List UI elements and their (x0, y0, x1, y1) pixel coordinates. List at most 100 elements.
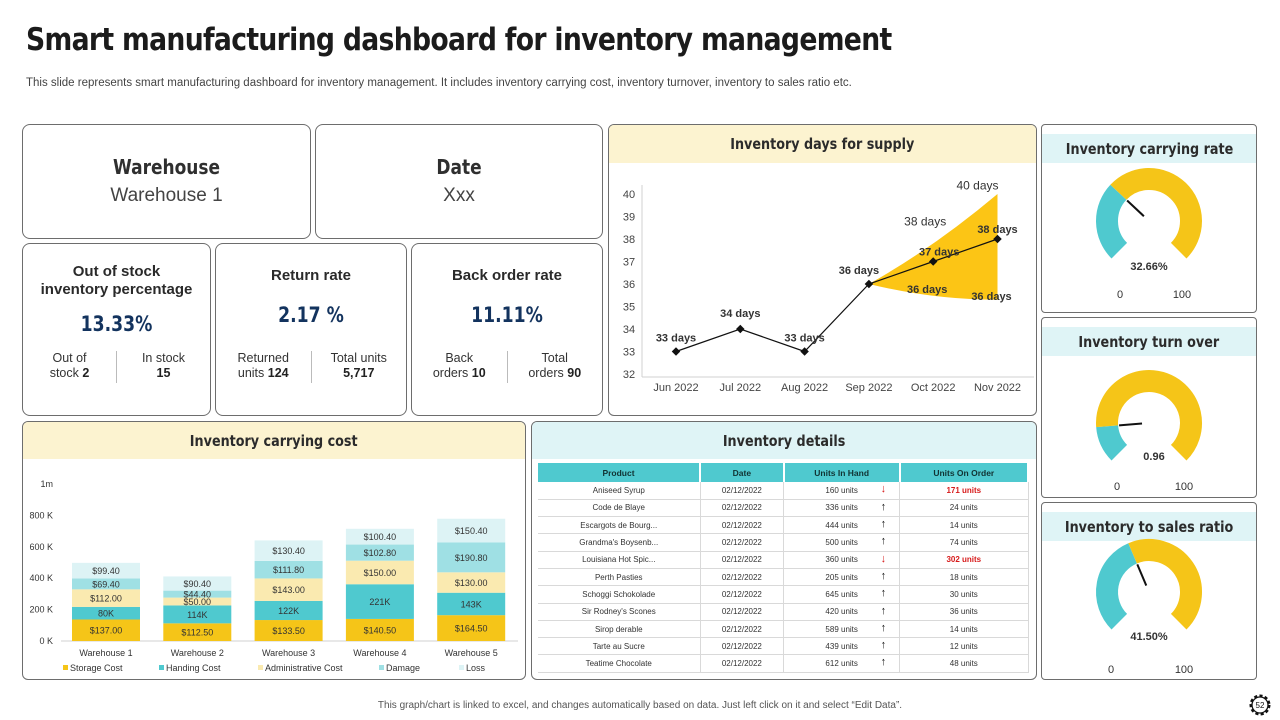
out-of-stock-left-label-2: stock (49, 366, 79, 380)
units-in-hand-cell: 160 units ↓ (783, 482, 901, 500)
return-rate-left-label-2: units (237, 366, 265, 380)
units-in-hand-value: 589 units (825, 624, 858, 634)
units-in-hand-value: 360 units (825, 555, 858, 565)
turnover-gauge: 0.96 0 100 (1096, 370, 1202, 493)
table-row[interactable]: Teatime Chocolate 02/12/2022 612 units ↑ 48 … (538, 654, 1029, 673)
cost-bar-label: 221K (369, 597, 390, 607)
gauge-max-label: 100 (1175, 481, 1193, 493)
cost-bar-segment (437, 572, 506, 593)
table-row[interactable]: Tarte au Sucre 02/12/2022 439 units ↑ 12 uni… (538, 637, 1029, 656)
cost-bar-segment (72, 619, 140, 641)
arrow-up-icon: ↑ (880, 587, 887, 600)
y-tick-label: 32 (623, 369, 635, 381)
cost-bar-label: 143K (461, 599, 482, 609)
gauge-min-label: 0 (1108, 664, 1114, 676)
gauge-value-arc (1096, 543, 1138, 630)
cost-bar-segment (254, 560, 323, 579)
supply-line-chart: 32 33 34 35 36 37 38 39 40 Jun 2022 Jul 2022 Aug 20… (623, 179, 1034, 394)
supply-chart-panel: Inventory days for supply 32 33 34 35 36 37 38… (608, 124, 1037, 416)
out-of-stock-title-2: inventory percentage (40, 281, 193, 298)
cost-bar-label: $100.40 (364, 532, 397, 542)
units-in-hand-cell: 612 units ↑ (783, 654, 901, 673)
legend-label: Handing Cost (166, 663, 221, 673)
y-tick-label: 33 (623, 347, 635, 359)
supply-point-label: 37 days (919, 247, 959, 259)
carrying-cost-header: Inventory carrying cost (23, 422, 525, 459)
product-cell: Sir Rodney's Scones (538, 603, 701, 621)
date-cell: 02/12/2022 (700, 499, 785, 518)
col-date[interactable]: Date (700, 463, 785, 482)
cost-bar-label: $112.50 (181, 628, 213, 638)
gauge-min-label: 0 (1114, 481, 1120, 493)
supply-point-label: 33 days (784, 333, 824, 345)
gauge-remaining-arc (1128, 539, 1202, 630)
units-in-hand-value: 612 units (825, 659, 858, 669)
y-tick-label: 0 K (39, 636, 53, 646)
cost-bar-segment (345, 544, 414, 561)
return-rate-card: Return rate 2.17 % Returned units 124 Tot… (215, 243, 407, 416)
table-row[interactable]: Schoggi Schokolade 02/12/2022 645 units ↑ 30… (538, 585, 1029, 604)
cost-bar-label: $164.50 (455, 624, 488, 634)
cost-bar-segment (254, 540, 323, 561)
units-on-order-cell: 36 units (899, 603, 1029, 621)
legend-swatch (459, 665, 464, 670)
carrying-cost-panel: Inventory carrying cost 0 K 200 K 400 K 600… (22, 421, 526, 680)
product-cell: Tarte au Sucre (538, 637, 701, 656)
carrying-rate-gauge: 32.66% 0 100 (1096, 168, 1202, 301)
units-on-order-cell: 14 units (899, 620, 1029, 639)
units-in-hand-value: 500 units (825, 538, 858, 548)
inventory-table-header: Product Date Units In Hand Units On Orde… (538, 463, 1030, 482)
x-tick-label: Oct 2022 (911, 382, 956, 394)
cost-bar-segment (437, 615, 506, 641)
sales-ratio-title: Inventory to sales ratio (1064, 517, 1234, 536)
date-cell: 02/12/2022 (700, 516, 785, 535)
table-row[interactable]: Escargots de Bourg... 02/12/2022 444 units… (538, 516, 1029, 535)
cost-bar-segment (437, 592, 506, 616)
table-row[interactable]: Grandma's Boysenb... 02/12/2022 500 units ↑… (538, 533, 1029, 552)
gauge-min-label: 0 (1117, 289, 1123, 301)
page-number: 52 (1256, 701, 1265, 710)
units-in-hand-cell: 360 units ↓ (783, 551, 901, 569)
table-row[interactable]: Perth Pasties 02/12/2022 205 units ↑ 18 unit… (538, 568, 1029, 587)
cost-bar-segment (345, 528, 414, 545)
table-row[interactable]: Louisiana Hot Spic... 02/12/2022 360 units… (538, 551, 1029, 569)
units-in-hand-value: 420 units (825, 607, 858, 617)
forecast-upper-label: 40 days (956, 179, 998, 193)
table-row[interactable]: Sir Rodney's Scones 02/12/2022 420 units ↑ 3… (538, 603, 1029, 621)
x-tick-label: Jun 2022 (653, 382, 698, 394)
cost-bar-segment (72, 606, 140, 620)
product-cell: Schoggi Schokolade (538, 585, 701, 604)
out-of-stock-left-label: Out of (52, 351, 87, 365)
table-row[interactable]: Sirop derable 02/12/2022 589 units ↑ 14 unit… (538, 620, 1029, 639)
sales-ratio-header: Inventory to sales ratio (1042, 512, 1256, 541)
gauge-value-label: 32.66% (1130, 261, 1168, 273)
product-cell: Grandma's Boysenb... (538, 533, 701, 552)
arrow-up-icon: ↑ (880, 500, 887, 513)
col-units-on-order[interactable]: Units On Order (899, 463, 1030, 482)
col-product[interactable]: Product (538, 463, 701, 482)
table-row[interactable]: Aniseed Syrup 02/12/2022 160 units ↓ 171 uni… (538, 482, 1029, 500)
units-on-order-cell: 74 units (899, 533, 1029, 552)
product-cell: Escargots de Bourg... (538, 516, 701, 535)
return-rate-title: Return rate (270, 267, 352, 284)
cost-bar-label: $102.80 (364, 548, 397, 558)
gauge-value-label: 41.50% (1130, 631, 1168, 643)
cost-bar-label: $44.40 (184, 590, 212, 600)
date-cell: 02/12/2022 (700, 482, 785, 500)
y-tick-label: 600 K (29, 542, 53, 552)
legend-label: Loss (466, 663, 486, 673)
cost-bar-segment (254, 620, 323, 641)
return-rate-right-label: Total units (330, 351, 387, 365)
table-row[interactable]: Code de Blaye 02/12/2022 336 units ↑ 24 unit… (538, 499, 1029, 518)
supply-point (671, 347, 681, 356)
y-tick-label: 800 K (29, 510, 53, 520)
cost-bar-segment (437, 542, 506, 573)
carrying-rate-title: Inventory carrying rate (1065, 139, 1233, 158)
units-in-hand-value: 336 units (825, 503, 858, 513)
supply-point-label: 36 days (839, 265, 879, 277)
back-order-value: 11.11% (471, 303, 543, 327)
units-in-hand-cell: 439 units ↑ (783, 637, 901, 656)
back-order-left-value: 10 (471, 366, 486, 380)
date-cell: 02/12/2022 (700, 551, 785, 569)
col-units-in-hand[interactable]: Units In Hand (783, 463, 901, 482)
